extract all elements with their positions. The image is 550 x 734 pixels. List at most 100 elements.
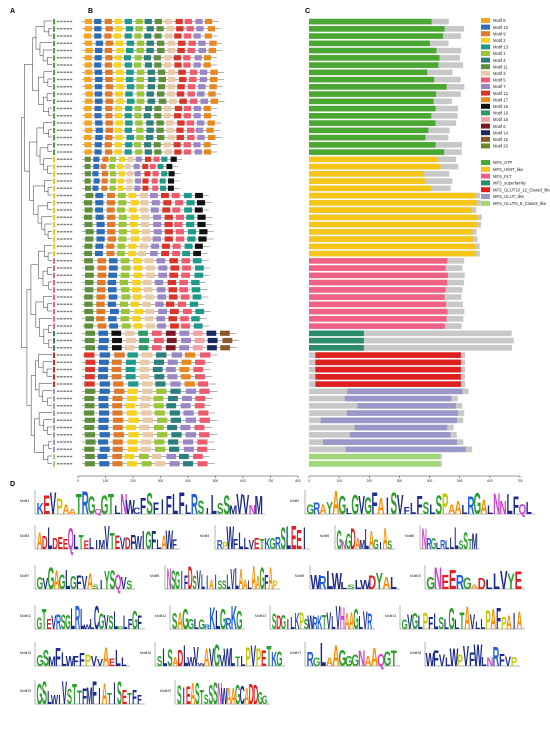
motif-box <box>114 55 122 61</box>
motif-box <box>98 439 109 445</box>
motif-box <box>119 279 129 286</box>
gene-id-text <box>63 368 66 371</box>
clade-marker <box>53 446 55 453</box>
protein-length-bar <box>309 337 514 344</box>
gene-id-text <box>63 347 66 349</box>
logo-residue: L <box>445 539 449 553</box>
motif-box <box>158 265 168 271</box>
motif-box <box>98 345 108 351</box>
gene-id-text <box>66 35 69 37</box>
gene-id-text <box>63 281 66 284</box>
gene-id-text <box>57 151 60 153</box>
logo-residue: I <box>386 493 389 519</box>
motif-box <box>84 432 96 438</box>
motif-box <box>125 76 134 83</box>
motif-box <box>195 18 203 25</box>
motif-box <box>126 461 138 467</box>
gene-id-text <box>69 325 73 327</box>
motif-box <box>108 258 118 264</box>
logo-residue: I <box>58 693 60 708</box>
motif-box <box>104 62 112 68</box>
motif-box <box>157 417 168 423</box>
motif-box <box>164 18 172 25</box>
domain-box <box>309 279 448 286</box>
gene-id-text <box>60 325 63 327</box>
clade-marker <box>53 461 55 467</box>
gene-id-text <box>69 144 73 146</box>
gene-id-text <box>66 173 69 175</box>
logo-residue: V <box>91 653 97 670</box>
clade-marker <box>53 113 55 119</box>
logo-residue: V <box>121 574 127 593</box>
motif-box <box>84 250 93 257</box>
motif-box <box>143 279 152 286</box>
gene-id-text <box>60 448 63 450</box>
motif-box <box>105 91 113 97</box>
motif-box <box>185 388 197 394</box>
motif-box <box>125 91 133 97</box>
gene-id-text <box>69 223 73 226</box>
logo-residue: L <box>114 504 120 517</box>
logo-residue: A <box>204 643 210 671</box>
logo-residue: V <box>500 567 508 596</box>
motif-box <box>114 127 123 133</box>
domain-box <box>309 62 439 68</box>
gene-id-text <box>60 281 63 284</box>
logo-residue: F <box>79 651 85 671</box>
logo-residue: A <box>383 521 388 555</box>
gene-id-text <box>66 455 69 458</box>
motif-box <box>117 243 126 249</box>
motif-box <box>186 200 195 206</box>
gene-id-text <box>63 180 66 182</box>
motif-box <box>94 47 103 54</box>
clade-marker <box>53 359 55 366</box>
motif-box <box>167 424 178 431</box>
logo-residue: D <box>42 533 48 554</box>
clade-marker <box>53 272 55 279</box>
motif-box <box>112 424 123 431</box>
phylogenetic-tree <box>21 19 73 467</box>
clade-marker <box>53 193 55 199</box>
motif-box <box>187 236 196 242</box>
logo-residue: N <box>167 563 172 596</box>
motif-box <box>136 84 144 90</box>
motif-box <box>195 265 204 271</box>
logo-residue: L <box>244 535 249 553</box>
clade-marker <box>53 77 55 83</box>
motif-box <box>115 26 123 32</box>
motif-box <box>138 345 149 351</box>
motif-box <box>141 410 152 416</box>
logo-residue: A <box>53 566 59 596</box>
gene-id-text <box>69 383 73 385</box>
motif-box <box>186 26 194 32</box>
motif-box <box>143 113 151 119</box>
motif-box <box>183 439 194 445</box>
logo-residue: K <box>209 600 215 636</box>
gene-id-text <box>63 20 66 23</box>
motif-box <box>168 287 178 293</box>
motif-box <box>126 395 137 402</box>
logo-residue: W <box>134 532 142 553</box>
gene-id-text <box>63 310 66 313</box>
motif-box <box>167 134 175 141</box>
logo-title: Motif14 <box>385 614 396 618</box>
logo-residue: T <box>322 612 327 635</box>
logo-residue: P <box>56 493 63 519</box>
motif-box <box>157 69 166 75</box>
motif-box <box>167 84 175 90</box>
gene-id-text <box>66 238 69 240</box>
gene-id-text <box>69 107 73 110</box>
logo-residue: H <box>340 600 345 636</box>
logo-residue: T <box>72 679 77 710</box>
motif-box <box>179 279 188 286</box>
motif-box <box>155 301 164 307</box>
logo-residue: D <box>478 575 486 592</box>
gene-id-text <box>66 202 69 204</box>
gene-id-text <box>69 347 73 349</box>
logo-residue: G <box>36 574 43 593</box>
domain-box <box>309 323 445 329</box>
motif-box <box>134 171 141 177</box>
logo-residue: E <box>84 540 90 553</box>
domain-box <box>309 142 436 148</box>
motif-box <box>167 47 175 54</box>
